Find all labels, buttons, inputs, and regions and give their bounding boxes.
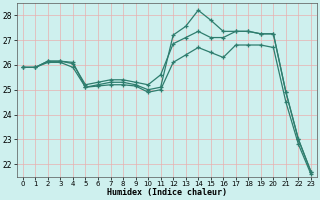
X-axis label: Humidex (Indice chaleur): Humidex (Indice chaleur): [107, 188, 227, 197]
